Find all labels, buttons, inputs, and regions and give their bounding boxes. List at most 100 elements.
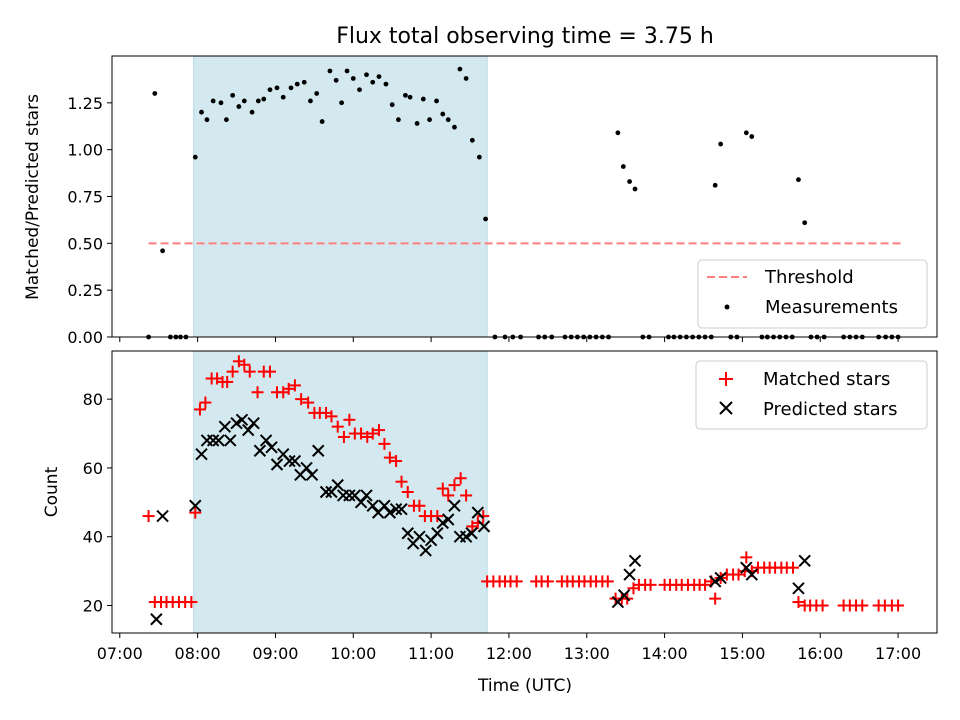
legend-predicted-label: Predicted stars bbox=[763, 399, 897, 420]
predicted-star-marker bbox=[253, 444, 267, 457]
top-legend-box bbox=[697, 259, 928, 329]
measurement-point bbox=[743, 130, 749, 136]
predicted-star-marker bbox=[745, 568, 758, 581]
measurement-point bbox=[308, 98, 313, 104]
legend-measurements-swatch bbox=[724, 304, 730, 310]
measurement-point bbox=[620, 164, 626, 169]
matched-star-marker bbox=[709, 592, 722, 605]
measurement-point bbox=[210, 98, 216, 104]
bottom-ytick-label: 40 bbox=[83, 528, 103, 547]
matched-star-marker bbox=[787, 561, 800, 574]
bottom-legend: Matched stars Predicted stars bbox=[695, 360, 928, 430]
measurement-point bbox=[796, 177, 801, 183]
top-legend: Threshold Measurements bbox=[697, 259, 928, 329]
predicted-star-marker bbox=[218, 420, 232, 433]
predicted-star-marker bbox=[383, 506, 397, 519]
measurement-point bbox=[632, 186, 638, 192]
matched-star-marker bbox=[378, 437, 391, 450]
bottom-panel: 20 40 60 80 07:00 08:00 09:00 10:00 11:00 12:00 1… bbox=[42, 350, 938, 696]
matched-star-marker bbox=[510, 575, 523, 588]
matched-star-marker bbox=[238, 358, 251, 371]
measurement-point bbox=[339, 100, 344, 106]
measurement-point bbox=[615, 130, 621, 136]
predicted-star-marker bbox=[156, 509, 169, 523]
measurement-point bbox=[469, 137, 475, 143]
measurement-point bbox=[192, 154, 198, 160]
measurement-point bbox=[224, 117, 229, 123]
chart-title: Flux total observing time = 3.75 h bbox=[336, 24, 714, 49]
measurement-point bbox=[274, 85, 280, 91]
predicted-stars-points bbox=[150, 413, 811, 626]
matched-star-marker bbox=[243, 365, 256, 378]
predicted-star-marker bbox=[477, 520, 491, 533]
predicted-star-marker bbox=[448, 499, 461, 512]
matched-star-marker bbox=[383, 451, 396, 464]
measurement-point bbox=[261, 96, 267, 102]
matched-star-marker bbox=[454, 472, 467, 485]
matched-star-marker bbox=[221, 375, 234, 388]
bottom-legend-box bbox=[695, 360, 928, 430]
predicted-star-marker bbox=[189, 499, 202, 512]
measurement-point bbox=[463, 76, 469, 81]
predicted-star-marker bbox=[740, 561, 753, 574]
matched-star-marker bbox=[199, 396, 212, 409]
xtick-label: 09:00 bbox=[252, 644, 298, 663]
xtick-label: 14:00 bbox=[642, 644, 688, 663]
predicted-star-marker bbox=[300, 461, 313, 475]
matched-star-marker bbox=[142, 510, 155, 523]
top-panel: 0.00 0.25 0.50 0.75 1.00 1.25 Flux total obse… bbox=[23, 24, 938, 347]
matched-star-marker bbox=[366, 427, 379, 440]
matched-star-marker bbox=[792, 596, 805, 609]
matched-star-marker bbox=[442, 489, 455, 502]
measurement-point bbox=[280, 94, 286, 100]
matched-star-marker bbox=[460, 489, 473, 502]
legend-matched-label: Matched stars bbox=[763, 369, 890, 390]
measurement-point bbox=[357, 87, 362, 93]
top-ytick-label: 0.50 bbox=[67, 234, 103, 253]
predicted-star-marker bbox=[419, 544, 432, 557]
matched-star-marker bbox=[263, 365, 276, 378]
predicted-star-marker bbox=[366, 499, 379, 512]
predicted-star-marker bbox=[259, 434, 273, 447]
measurement-point bbox=[457, 66, 463, 72]
predicted-star-marker bbox=[195, 447, 208, 461]
predicted-star-marker bbox=[628, 554, 642, 567]
measurement-point bbox=[389, 102, 395, 108]
matched-star-marker bbox=[355, 427, 368, 440]
measurement-point bbox=[749, 134, 755, 139]
matched-star-marker bbox=[448, 479, 461, 492]
predicted-star-marker bbox=[343, 489, 356, 502]
bottom-y-axis: 20 40 60 80 bbox=[83, 390, 112, 615]
predicted-star-marker bbox=[714, 571, 727, 585]
measurement-point bbox=[204, 117, 210, 123]
top-axes-frame bbox=[111, 55, 938, 338]
xtick-label: 15:00 bbox=[719, 644, 765, 663]
measurement-point bbox=[255, 98, 261, 104]
matched-star-marker bbox=[226, 365, 239, 378]
measurement-point bbox=[452, 124, 457, 130]
measurement-point bbox=[152, 91, 158, 96]
predicted-star-marker bbox=[247, 417, 260, 430]
predicted-star-marker bbox=[150, 613, 163, 626]
predicted-star-marker bbox=[235, 413, 249, 426]
predicted-star-marker bbox=[442, 513, 455, 526]
matched-star-marker bbox=[282, 382, 295, 395]
matched-star-marker bbox=[816, 599, 829, 612]
matched-star-marker bbox=[337, 430, 350, 443]
measurement-point bbox=[236, 104, 242, 109]
predicted-star-marker bbox=[212, 434, 225, 447]
measurement-point bbox=[712, 182, 718, 188]
measurement-point bbox=[249, 109, 255, 115]
measurement-point bbox=[350, 76, 356, 81]
predicted-star-marker bbox=[270, 458, 284, 471]
measurement-point bbox=[414, 121, 420, 126]
xtick-label: 17:00 bbox=[875, 644, 921, 663]
xtick-label: 07:00 bbox=[97, 644, 143, 663]
predicted-star-marker bbox=[389, 502, 403, 516]
legend-predicted-swatch bbox=[719, 401, 733, 415]
measurement-point bbox=[364, 72, 369, 78]
measurement-point bbox=[267, 87, 273, 93]
xtick-label: 16:00 bbox=[797, 644, 843, 663]
measurement-point bbox=[440, 111, 446, 117]
matched-star-marker bbox=[295, 393, 308, 406]
